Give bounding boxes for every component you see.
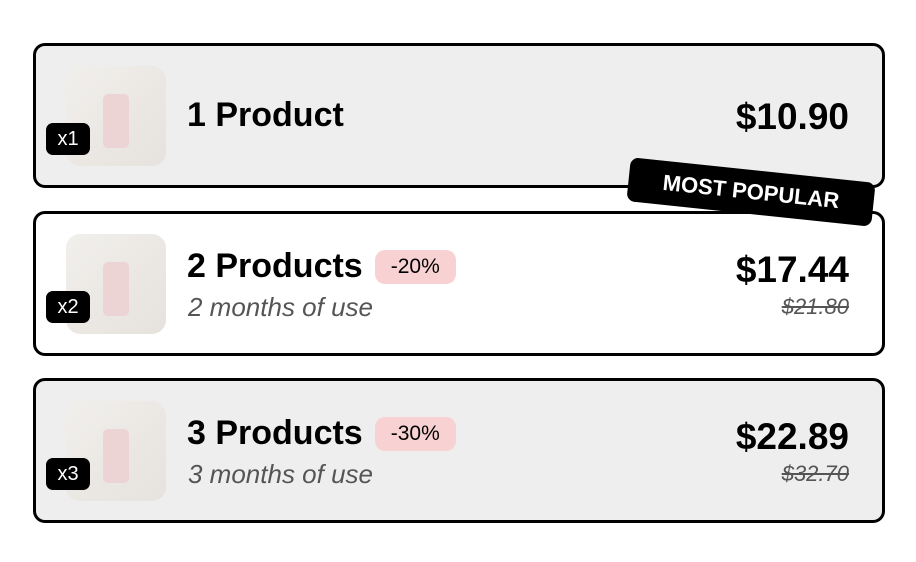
- option-title: 2 Products -20%: [187, 247, 456, 286]
- option-3-products[interactable]: x3 3 Products -30% 3 months of use $22.89…: [33, 378, 885, 523]
- option-subtitle: 3 months of use: [188, 459, 373, 489]
- option-price: $17.44: [735, 249, 849, 290]
- quantity-badge: x2: [46, 291, 90, 323]
- option-subtitle: 2 months of use: [188, 292, 373, 322]
- original-price: $32.70: [781, 461, 849, 486]
- option-1-product[interactable]: x1 1 Product $10.90: [33, 43, 885, 188]
- option-2-products[interactable]: x2 2 Products -20% 2 months of use $17.44…: [33, 211, 885, 356]
- option-price: $22.89: [735, 416, 849, 457]
- discount-badge: -20%: [374, 249, 456, 284]
- option-title: 1 Product: [187, 96, 344, 134]
- option-price: $10.90: [735, 96, 849, 137]
- original-price: $21.80: [781, 294, 849, 319]
- quantity-badge: x1: [46, 123, 90, 155]
- discount-badge: -30%: [374, 416, 456, 451]
- option-title: 3 Products -30%: [187, 414, 456, 453]
- quantity-badge: x3: [46, 458, 90, 490]
